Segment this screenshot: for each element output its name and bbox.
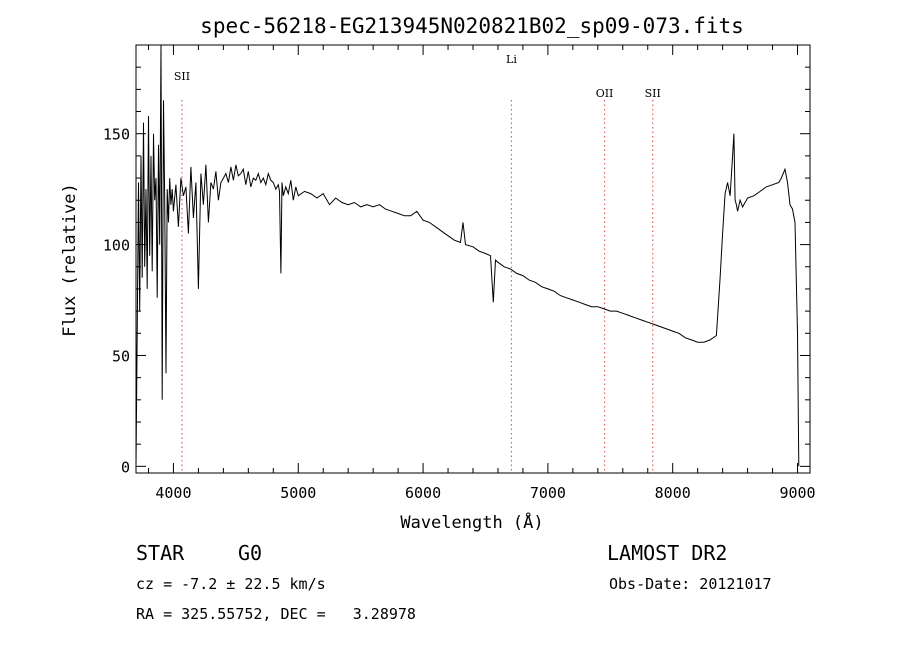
x-tick-label: 8000 bbox=[655, 484, 691, 502]
x-tick-label: 6000 bbox=[405, 484, 441, 502]
y-axis-label: Flux (relative) bbox=[60, 183, 80, 337]
observation-date: Obs-Date: 20121017 bbox=[609, 575, 772, 593]
x-tick-label: 5000 bbox=[280, 484, 316, 502]
tick-layer: 4000 5000 6000 7000 8000 9000 0 50 100 150 bbox=[103, 45, 816, 502]
line-marker-label: SII bbox=[174, 70, 190, 83]
object-type: STAR bbox=[136, 541, 185, 565]
subclass: G0 bbox=[238, 541, 263, 565]
line-marker-label: OII bbox=[596, 87, 614, 100]
chart-title: spec-56218-EG213945N020821B02_sp09-073.f… bbox=[200, 14, 744, 38]
x-tick-label: 7000 bbox=[530, 484, 566, 502]
spectrum-line bbox=[135, 44, 800, 467]
x-tick-label: 4000 bbox=[155, 484, 191, 502]
plot-frame bbox=[135, 44, 811, 474]
x-axis-label: Wavelength (Å) bbox=[400, 511, 543, 533]
line-marker-layer: SII Li OII SII bbox=[174, 53, 661, 473]
y-tick-label: 50 bbox=[112, 347, 130, 365]
survey-name: LAMOST DR2 bbox=[607, 541, 728, 565]
y-tick-label: 100 bbox=[103, 237, 130, 255]
x-tick-label: 9000 bbox=[779, 484, 815, 502]
line-marker-label: SII bbox=[645, 87, 661, 100]
y-tick-label: 150 bbox=[103, 126, 130, 144]
coordinates: RA = 325.55752, DEC = 3.28978 bbox=[136, 605, 416, 623]
line-marker-label: Li bbox=[506, 53, 517, 66]
redshift-velocity: cz = -7.2 ± 22.5 km/s bbox=[136, 575, 326, 593]
y-tick-label: 0 bbox=[121, 458, 130, 476]
